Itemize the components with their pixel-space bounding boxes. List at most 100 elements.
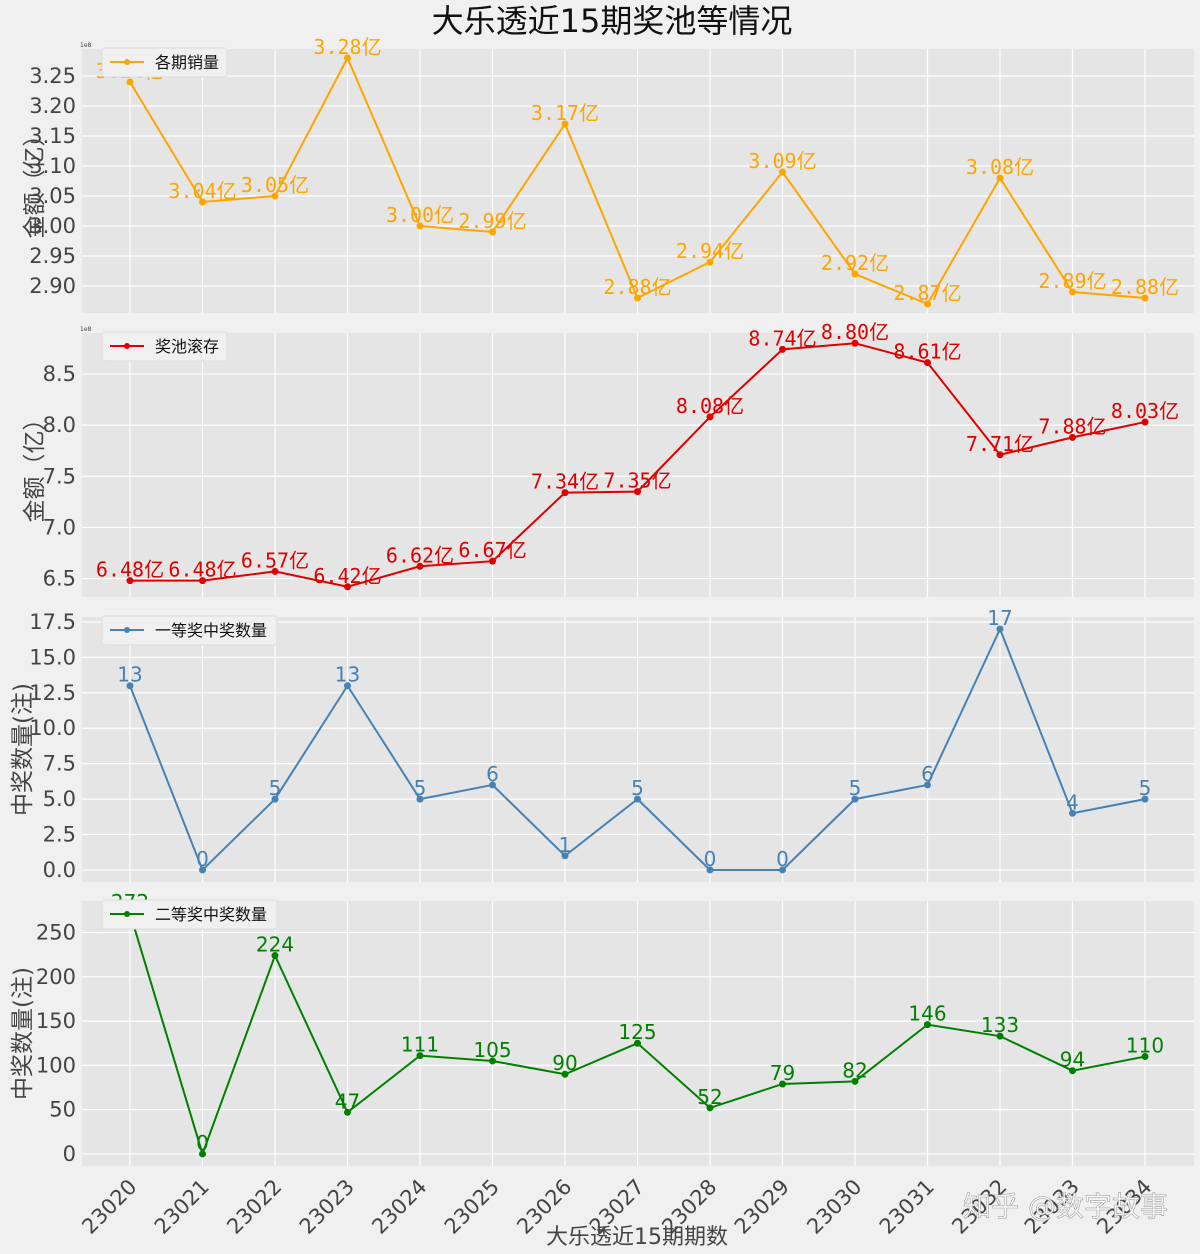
chart-panel-3: 0.0 2.5 5.0 7.5 10.0 12.5 15.0 17.5 中奖数量(注) 13 0 5 1… bbox=[10, 606, 1194, 882]
legend: 各期销量 bbox=[101, 47, 228, 78]
y-tick-label: 3.15 bbox=[29, 124, 76, 148]
data-point bbox=[634, 1039, 641, 1047]
data-label: 2.87亿 bbox=[893, 281, 961, 305]
data-point bbox=[1069, 1067, 1076, 1075]
data-point bbox=[416, 795, 424, 803]
data-label: 2.89亿 bbox=[1038, 269, 1106, 293]
data-label: 47 bbox=[335, 1089, 360, 1113]
data-point bbox=[199, 577, 206, 585]
data-label: 3.17亿 bbox=[531, 101, 599, 125]
data-point bbox=[706, 866, 714, 874]
chart-panel-4: 050100150200250中奖数量(注)272022447111105901… bbox=[10, 890, 1194, 1239]
legend: 奖池滚存 bbox=[101, 331, 228, 362]
data-point bbox=[344, 583, 351, 591]
legend-box bbox=[101, 899, 278, 930]
data-point bbox=[1141, 294, 1149, 302]
data-point bbox=[1141, 795, 1149, 803]
axis-exponent: 1e8 bbox=[80, 42, 92, 49]
data-point bbox=[561, 852, 569, 860]
x-tick-label: 23022 bbox=[222, 1175, 286, 1239]
y-tick-label: 0.0 bbox=[43, 858, 76, 882]
data-point bbox=[996, 451, 1004, 459]
data-label: 5 bbox=[849, 776, 862, 800]
data-label: 5 bbox=[414, 776, 427, 800]
data-point bbox=[996, 625, 1004, 633]
data-point bbox=[851, 795, 859, 803]
chart-title: 大乐透近15期奖池等情况 bbox=[432, 2, 793, 40]
y-axis-label: 金额（亿） bbox=[22, 124, 48, 239]
y-tick-label: 8.0 bbox=[43, 413, 76, 437]
y-tick-label: 3.00 bbox=[29, 214, 76, 238]
data-point bbox=[634, 488, 641, 496]
data-point bbox=[996, 174, 1004, 182]
data-point bbox=[1069, 433, 1076, 441]
y-tick-label: 3.20 bbox=[29, 94, 76, 118]
data-label: 90 bbox=[552, 1051, 577, 1075]
data-label: 8.80亿 bbox=[821, 320, 889, 344]
y-axis-label: 中奖数量(注) bbox=[10, 967, 36, 1100]
data-point bbox=[1069, 809, 1076, 817]
x-tick-label: 23029 bbox=[730, 1175, 794, 1239]
data-label: 82 bbox=[842, 1058, 867, 1082]
data-label: 3.09亿 bbox=[748, 149, 816, 173]
chart-panel-1: 2.90 2.95 3.00 3.05 3.10 3.15 3.20 3.25 1e8 金额（亿）… bbox=[22, 35, 1194, 313]
data-point bbox=[1069, 288, 1076, 296]
y-axis-label: 金额（亿） bbox=[22, 408, 48, 523]
data-label: 6.67亿 bbox=[458, 538, 526, 562]
data-label: 0 bbox=[196, 847, 209, 871]
legend-marker bbox=[124, 343, 130, 349]
data-point bbox=[199, 866, 206, 874]
y-tick-label: 12.5 bbox=[29, 681, 76, 705]
legend-marker bbox=[124, 911, 130, 917]
y-tick-label: 2.95 bbox=[29, 244, 76, 268]
x-tick-label: 23020 bbox=[77, 1175, 141, 1239]
data-label: 4 bbox=[1066, 790, 1079, 814]
data-label: 224 bbox=[256, 933, 294, 957]
y-tick-label: 100 bbox=[36, 1053, 76, 1077]
data-label: 8.08亿 bbox=[676, 394, 744, 418]
data-point bbox=[561, 120, 569, 128]
data-label: 105 bbox=[473, 1038, 511, 1062]
y-tick-label: 17.5 bbox=[29, 610, 76, 634]
legend-box bbox=[101, 615, 278, 646]
data-label: 79 bbox=[770, 1061, 795, 1085]
y-tick-label: 2.5 bbox=[43, 823, 76, 847]
data-point bbox=[199, 198, 206, 206]
data-point bbox=[779, 866, 786, 874]
data-point bbox=[634, 795, 641, 803]
data-point bbox=[126, 78, 134, 86]
y-tick-label: 8.5 bbox=[43, 362, 76, 386]
legend-marker bbox=[124, 59, 130, 65]
data-label: 7.88亿 bbox=[1038, 414, 1106, 438]
y-tick-label: 7.5 bbox=[43, 464, 76, 488]
data-label: 13 bbox=[335, 663, 360, 687]
data-label: 94 bbox=[1060, 1048, 1085, 1072]
data-label: 7.35亿 bbox=[603, 469, 671, 493]
data-label: 111 bbox=[401, 1033, 439, 1057]
data-point bbox=[634, 294, 641, 302]
data-point bbox=[924, 359, 931, 367]
legend-label: 二等奖中奖数量 bbox=[155, 905, 267, 924]
data-point bbox=[779, 345, 786, 353]
data-point bbox=[851, 1077, 859, 1085]
y-tick-label: 150 bbox=[36, 1009, 76, 1033]
data-label: 146 bbox=[908, 1002, 946, 1026]
panels: 2.90 2.95 3.00 3.05 3.10 3.15 3.20 3.25 1e8 金额（亿）… bbox=[10, 35, 1194, 1239]
data-label: 3.28亿 bbox=[313, 35, 381, 59]
data-label: 8.74亿 bbox=[748, 326, 816, 350]
data-point bbox=[126, 682, 134, 690]
data-label: 5 bbox=[269, 776, 282, 800]
data-point bbox=[271, 192, 279, 200]
x-tick-label: 23025 bbox=[440, 1175, 504, 1239]
data-label: 2.94亿 bbox=[676, 239, 744, 263]
y-tick-label: 3.05 bbox=[29, 184, 76, 208]
y-tick-label: 6.5 bbox=[43, 567, 76, 591]
x-tick-label: 23024 bbox=[367, 1175, 431, 1239]
data-point bbox=[489, 781, 496, 789]
legend-label: 奖池滚存 bbox=[155, 337, 219, 356]
x-tick-label: 23021 bbox=[150, 1175, 214, 1239]
y-tick-label: 50 bbox=[49, 1098, 76, 1122]
y-tick-label: 15.0 bbox=[29, 645, 76, 669]
data-point bbox=[706, 258, 714, 266]
